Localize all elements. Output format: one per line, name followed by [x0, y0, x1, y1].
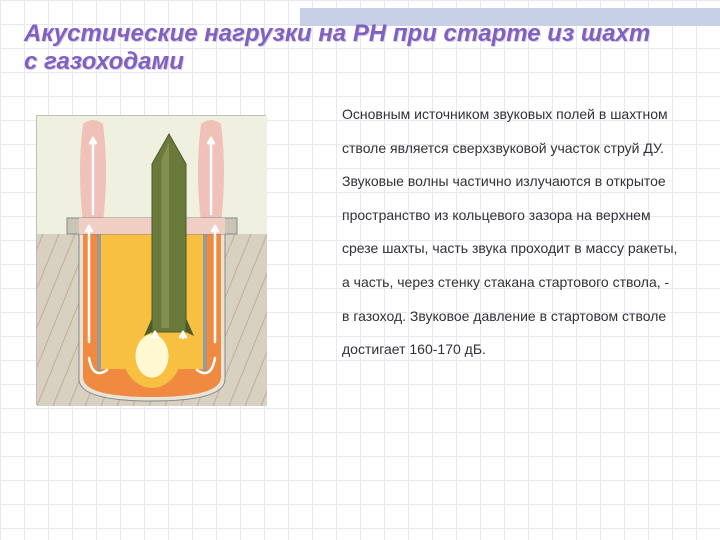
paragraph: достигает 160-170 дБ. [310, 340, 690, 360]
page-title: Акустические нагрузки на РН при старте и… [24, 20, 664, 75]
paragraph: стволе является сверхзвуковой участок ст… [310, 139, 690, 159]
paragraph: а часть, через стенку стакана стартового… [310, 273, 690, 293]
paragraph: пространство из кольцевого зазора на вер… [310, 206, 690, 226]
paragraph: в газоход. Звуковое давление в стартовом… [310, 307, 690, 327]
paragraph: срезе шахты, часть звука проходит в масс… [310, 239, 690, 259]
silo-launch-diagram [36, 115, 266, 405]
paragraph: Основным источником звуковых полей в шах… [310, 105, 690, 125]
body-text: Основным источником звуковых полей в шах… [310, 105, 690, 374]
paragraph: Звуковые волны частично излучаются в отк… [310, 172, 690, 192]
